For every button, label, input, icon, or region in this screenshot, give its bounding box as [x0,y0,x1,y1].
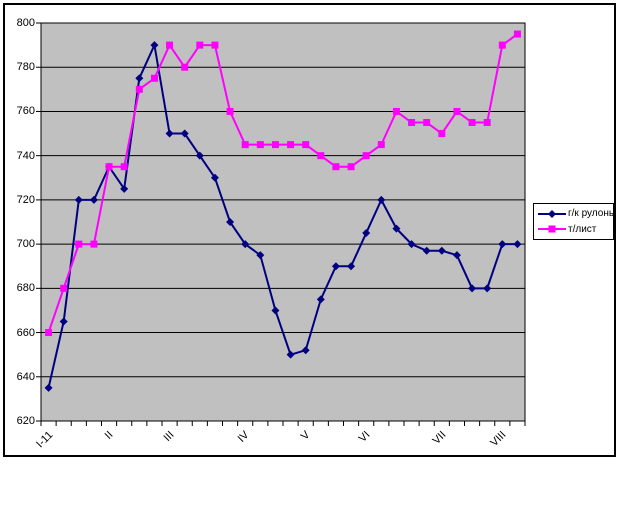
legend-marker [548,209,556,218]
legend-diamond-marker-icon [538,209,566,218]
y-axis-label: 740 [16,149,35,162]
y-axis-label: 720 [16,193,35,206]
y-axis-label: 700 [16,238,35,251]
legend-square-marker-icon [538,225,566,233]
legend-label: г/к рулоны [568,208,617,220]
legend-marker [548,225,556,233]
y-axis-label: 800 [16,17,35,29]
legend-label: т/лист [568,223,597,235]
y-axis-label: 680 [16,282,35,295]
legend-item: г/к рулоны [538,208,616,219]
y-axis-label: 660 [16,326,35,339]
y-axis-label: 780 [16,61,35,74]
legend: г/к рулоны т/лист [533,203,616,240]
chart-area [3,3,616,457]
y-axis-label: 640 [16,370,35,383]
y-axis-label: 760 [16,105,35,118]
legend-item: т/лист [538,224,611,235]
y-axis-label: 620 [16,415,35,427]
